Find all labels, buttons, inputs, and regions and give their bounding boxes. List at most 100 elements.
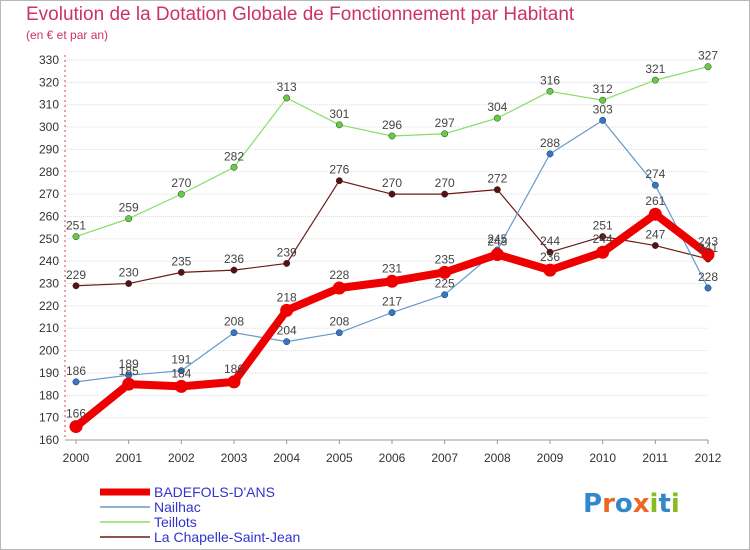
x-tick-label: 2000 [63, 451, 90, 465]
data-label: 316 [540, 73, 560, 87]
data-label: 191 [171, 353, 191, 367]
data-label: 235 [435, 252, 455, 266]
data-label: 247 [645, 228, 665, 242]
data-label: 239 [277, 245, 297, 259]
data-label: 321 [645, 62, 665, 76]
data-label: 272 [487, 172, 507, 186]
logo-letter: r [602, 489, 615, 519]
y-tick-label: 160 [39, 433, 59, 447]
y-tick-label: 320 [39, 75, 59, 89]
chart-title: Evolution de la Dotation Globale de Fonc… [26, 4, 575, 25]
series-point [648, 207, 662, 221]
data-label: 327 [698, 49, 718, 63]
data-label: 270 [382, 176, 402, 190]
y-tick-label: 240 [39, 254, 59, 268]
data-label: 244 [540, 234, 560, 248]
series-line [75, 119, 709, 383]
logo-letter: o [614, 489, 633, 519]
data-label: 229 [66, 268, 86, 282]
y-tick-label: 260 [39, 209, 59, 223]
series-point [230, 329, 238, 337]
data-label: 296 [382, 118, 402, 132]
y-tick-label: 300 [39, 120, 59, 134]
series-point [599, 233, 607, 241]
series-point [490, 247, 504, 261]
series-point [72, 233, 80, 241]
series-point [438, 265, 452, 279]
x-tick-label: 2006 [379, 451, 406, 465]
data-label: 261 [645, 194, 665, 208]
series-point [599, 116, 607, 124]
data-label: 208 [224, 315, 244, 329]
y-tick-label: 330 [39, 53, 59, 67]
series-point [493, 114, 501, 122]
data-label: 241 [698, 241, 718, 255]
series-point [441, 130, 449, 138]
series-point [177, 268, 185, 276]
series-point [701, 247, 715, 261]
data-label: 186 [224, 362, 244, 376]
data-label: 236 [224, 252, 244, 266]
data-label: 288 [540, 136, 560, 150]
series-point [69, 420, 83, 434]
series-point [388, 132, 396, 140]
series-point [125, 215, 133, 223]
x-tick-label: 2002 [168, 451, 195, 465]
x-tick-label: 2009 [537, 451, 564, 465]
series-group [69, 63, 715, 434]
x-tick-label: 2007 [431, 451, 458, 465]
legend-label: Teillots [154, 514, 197, 530]
series-point [388, 190, 396, 198]
series-point [651, 76, 659, 84]
series-point [125, 280, 133, 287]
y-tick-label: 220 [39, 299, 59, 313]
data-label: 245 [487, 232, 507, 246]
legend-label: La Chapelle-Saint-Jean [154, 529, 300, 545]
series-point [596, 245, 610, 259]
y-tick-label: 180 [39, 388, 59, 402]
data-label: 303 [593, 102, 613, 116]
x-tick-label: 2003 [221, 451, 248, 465]
series-point [493, 186, 501, 194]
series-point [280, 303, 294, 317]
series-point [283, 338, 291, 346]
series-point [227, 375, 241, 389]
data-label: 236 [540, 250, 560, 264]
logo-letter: P [583, 489, 603, 519]
data-label: 235 [171, 254, 191, 268]
series-point [388, 309, 396, 317]
series-point [332, 281, 346, 295]
y-tick-label: 190 [39, 366, 59, 380]
legend-label: Nailhac [154, 499, 201, 515]
data-label: 312 [593, 82, 613, 96]
logo-letter: t [658, 489, 671, 519]
y-tick-label: 270 [39, 187, 59, 201]
series-point [174, 379, 188, 393]
series-point [230, 266, 238, 274]
data-label: 230 [119, 266, 139, 280]
y-tick-label: 200 [39, 344, 59, 358]
data-label: 297 [435, 116, 455, 130]
series-point [546, 248, 554, 256]
chart-subtitle: (en € et par an) [26, 28, 109, 42]
x-tick-label: 2001 [115, 451, 142, 465]
series-point [177, 190, 185, 198]
series-point [72, 282, 80, 290]
x-tick-label: 2008 [484, 451, 511, 465]
logo-letter: i [649, 489, 659, 519]
data-label: 243 [487, 234, 507, 248]
x-tick-label: 2005 [326, 451, 353, 465]
series-point [599, 96, 607, 104]
data-label: 304 [487, 100, 507, 114]
series-point [283, 259, 291, 267]
series-point [283, 94, 291, 102]
series-point [177, 367, 185, 375]
y-tick-label: 230 [39, 277, 59, 291]
logo-letter: x [632, 489, 650, 519]
data-label: 274 [645, 167, 665, 181]
series-point [546, 87, 554, 95]
series-point [441, 190, 449, 198]
